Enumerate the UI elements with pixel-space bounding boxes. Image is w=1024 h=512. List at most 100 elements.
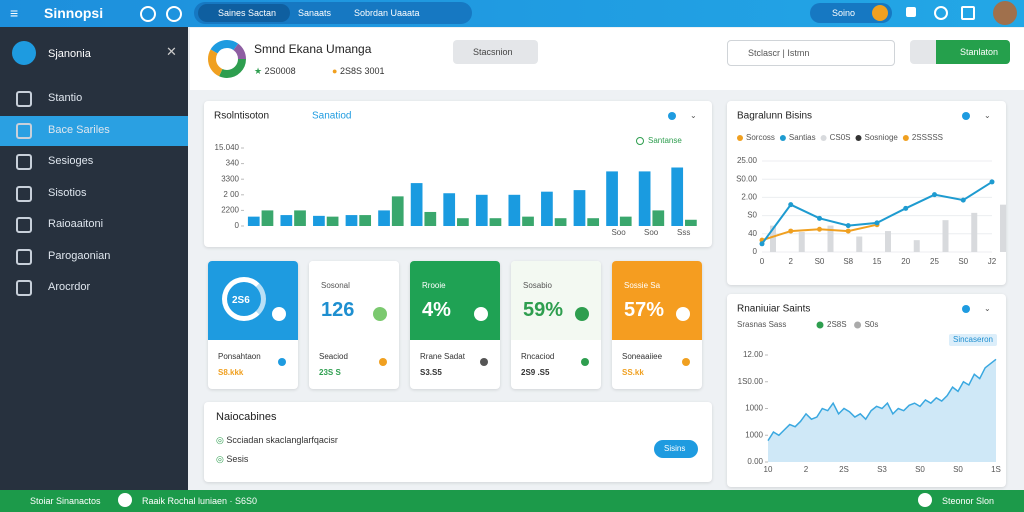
info-icon bbox=[668, 112, 676, 120]
line-card: Bagralunn Bisins ⌄ Sorcoss Santias CS0S Sosni… bbox=[727, 101, 1006, 285]
bar bbox=[378, 210, 390, 226]
icon[interactable] bbox=[961, 6, 975, 20]
kpi-value: 126 bbox=[321, 299, 355, 321]
card-title: Naiocabines bbox=[216, 411, 277, 423]
y-tick-label: 0 bbox=[235, 221, 240, 230]
legend-dot bbox=[816, 321, 824, 329]
notification-text: Sesis bbox=[226, 454, 249, 464]
filter-button[interactable]: Stacsnion bbox=[453, 40, 538, 64]
kpi-sub: S3.S5 bbox=[420, 368, 442, 377]
y-tick-label: 3300 bbox=[221, 174, 239, 183]
page-title: Smnd Ekana Umanga bbox=[254, 42, 372, 56]
kpi-card: Sossie Sa 57% Soneaaiiee SS.kk bbox=[612, 261, 702, 389]
icon bbox=[918, 493, 932, 507]
bar bbox=[1000, 204, 1006, 252]
kpi-label: Sosabio bbox=[523, 281, 552, 290]
tab-active[interactable] bbox=[198, 4, 290, 22]
y-tick-label: 2.00 bbox=[741, 193, 757, 202]
footer-text: Stoiar Sinanactos bbox=[30, 496, 101, 506]
legend-label: S0s bbox=[865, 320, 879, 329]
footer-text: Raaik Rochal luniaen · S6S0 bbox=[142, 496, 258, 506]
point bbox=[817, 215, 822, 221]
bar bbox=[522, 216, 534, 226]
nav-item[interactable]: Bace Sariles bbox=[48, 123, 110, 136]
point bbox=[845, 228, 851, 234]
kpi-badge bbox=[575, 307, 589, 321]
tab[interactable]: Sobrdan Uaaata bbox=[354, 8, 420, 18]
kpi-sub: 2S9 .S5 bbox=[521, 368, 550, 377]
bar-chart: Rsolntisoton ⌄ Sanatiod Santanse 0 2200 2 00 33… bbox=[214, 111, 697, 237]
chart-title: Bagralunn Bisins bbox=[737, 111, 812, 122]
nav-item[interactable]: Sisotios bbox=[48, 186, 87, 199]
icon[interactable] bbox=[140, 6, 156, 22]
legend-dot bbox=[902, 135, 909, 141]
legend-label: Sorcoss bbox=[746, 133, 775, 142]
nav-icon bbox=[16, 248, 32, 265]
bar bbox=[508, 194, 521, 226]
tab[interactable]: Sanaats bbox=[298, 8, 332, 18]
nav-item[interactable]: Stantio bbox=[48, 92, 83, 104]
avatar[interactable] bbox=[993, 1, 1017, 25]
legend-dot bbox=[855, 135, 862, 141]
status-pill[interactable]: Soino bbox=[810, 3, 892, 23]
icon[interactable] bbox=[934, 6, 948, 20]
kpi-value: 4% bbox=[422, 299, 451, 321]
line bbox=[767, 358, 997, 442]
x-tick-label: 2S bbox=[839, 465, 849, 474]
point bbox=[817, 226, 822, 232]
search[interactable]: Stclascr | Istmn bbox=[727, 40, 895, 66]
y-tick-label: S0 bbox=[747, 211, 757, 220]
menu-icon[interactable]: ≡ bbox=[10, 5, 19, 21]
x-tick-label: S0 bbox=[915, 465, 925, 474]
nav-item[interactable]: Parogaonian bbox=[48, 249, 111, 262]
kpi-top bbox=[511, 261, 601, 340]
action-button[interactable]: Stanlaton bbox=[936, 40, 1010, 64]
bar bbox=[280, 215, 293, 226]
bar bbox=[587, 218, 600, 226]
icon[interactable] bbox=[906, 7, 916, 17]
button[interactable]: Sisins bbox=[654, 440, 698, 458]
kpi-card: Sosabio 59% Rncaciod 2S9 .S5 bbox=[511, 261, 601, 389]
notification[interactable]: ◎ Sesis bbox=[216, 454, 249, 464]
point bbox=[932, 192, 937, 198]
legend-dot bbox=[737, 135, 743, 141]
stat-text: 2S0008 bbox=[264, 66, 296, 76]
bar bbox=[652, 210, 665, 226]
bar bbox=[856, 236, 863, 252]
kpi-badge bbox=[272, 307, 286, 321]
bar bbox=[885, 231, 891, 252]
sidebar-title: Sjanonia bbox=[48, 48, 91, 60]
bar bbox=[261, 210, 274, 226]
nav-item[interactable]: Raioaaitoni bbox=[48, 218, 104, 230]
top-bar: ≡ Sinnopsi Saines Sactan Sanaats Sobrdan… bbox=[0, 0, 1024, 27]
nav-icon bbox=[16, 154, 32, 170]
kpi-ring bbox=[222, 277, 266, 321]
nav-item[interactable]: Arocrdor bbox=[48, 281, 91, 293]
search-text: Stclascr | Istmn bbox=[748, 48, 810, 58]
footer-text[interactable]: Steonor Slon bbox=[942, 496, 995, 506]
nav-item[interactable]: Sesioges bbox=[48, 155, 94, 167]
notification[interactable]: ◎ Scciadan skaclanglarfqacisr bbox=[216, 435, 338, 445]
kpi-dot bbox=[581, 358, 589, 366]
legend-label: Santias bbox=[789, 133, 816, 142]
area-card: Rnaniuiar Saints ⌄ Srasnas Sass 2S8S S0s Sinc… bbox=[727, 294, 1006, 487]
legend-label: CS0S bbox=[830, 133, 851, 142]
icon[interactable] bbox=[166, 6, 182, 22]
button-text: Stanlaton bbox=[960, 47, 999, 57]
x-tick-label: 2 bbox=[804, 465, 809, 474]
kpi-top bbox=[309, 261, 399, 340]
x-tick-label: S3 bbox=[877, 465, 887, 474]
nav-icon bbox=[16, 185, 32, 202]
y-tick-label: 1000 bbox=[745, 430, 763, 439]
tab[interactable]: Saines Sactan bbox=[218, 8, 277, 18]
legend-dot bbox=[779, 135, 786, 141]
kpi-dot bbox=[480, 358, 488, 366]
kpi-sub: 23S S bbox=[319, 368, 341, 377]
x-tick-label: Soo bbox=[644, 228, 659, 237]
point bbox=[845, 223, 851, 229]
kpi-value: 2S6 bbox=[232, 295, 250, 306]
kpi-title: Soneaaiiee bbox=[622, 352, 663, 361]
kpi-dot bbox=[379, 358, 387, 366]
close[interactable]: ✕ bbox=[166, 44, 177, 59]
y-tick-label: 1S0.00 bbox=[738, 377, 764, 386]
